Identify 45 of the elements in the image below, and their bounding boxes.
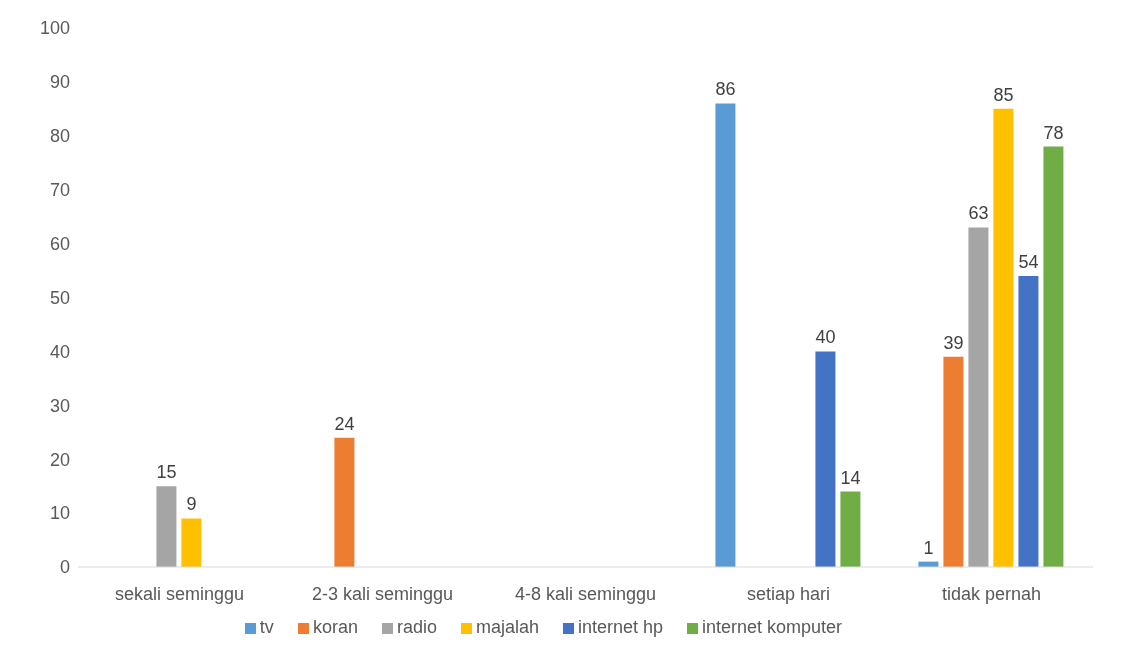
- data-label: 24: [334, 413, 355, 434]
- data-label: 63: [968, 203, 989, 224]
- data-label: 1: [923, 537, 934, 558]
- bar: [715, 103, 736, 567]
- y-tick-label: 70: [49, 180, 70, 201]
- y-tick-label: 100: [39, 18, 70, 39]
- data-label: 54: [1018, 251, 1039, 272]
- bar: [181, 518, 202, 567]
- data-label: 39: [943, 332, 964, 353]
- y-tick-label: 40: [49, 341, 70, 362]
- bar: [1018, 275, 1039, 567]
- bar: [968, 227, 989, 567]
- data-label: 40: [815, 327, 836, 348]
- data-label: 85: [993, 84, 1014, 105]
- y-tick-label: 10: [49, 503, 70, 524]
- y-tick-label: 80: [49, 126, 70, 147]
- bar: [815, 351, 836, 567]
- bar: [943, 356, 964, 567]
- y-tick-label: 50: [49, 287, 70, 308]
- y-tick-label: 90: [49, 72, 70, 93]
- x-tick-label: setiap hari: [746, 583, 831, 604]
- x-tick-label: 2-3 kali seminggu: [311, 583, 454, 604]
- bar: [993, 108, 1014, 567]
- legend-label: internet hp: [577, 617, 664, 637]
- legend-label: koran: [312, 617, 358, 637]
- y-tick-label: 60: [49, 233, 70, 254]
- legend-label: majalah: [475, 617, 539, 637]
- legend-label: tv: [259, 617, 274, 637]
- data-label: 14: [840, 467, 861, 488]
- bar: [1043, 146, 1064, 567]
- x-tick-label: sekali seminggu: [114, 583, 245, 604]
- legend-label: internet komputer: [702, 617, 843, 637]
- data-label: 78: [1043, 122, 1064, 143]
- data-label: 9: [186, 494, 197, 515]
- bar: [334, 437, 355, 567]
- y-tick-label: 20: [49, 449, 70, 470]
- y-tick-label: 30: [49, 395, 70, 416]
- bar: [156, 486, 177, 567]
- x-tick-label: 4-8 kali seminggu: [514, 583, 657, 604]
- y-tick-label: 0: [59, 557, 70, 578]
- legend-label: radio: [396, 617, 437, 637]
- x-tick-label: tidak pernah: [941, 583, 1042, 604]
- data-label: 86: [715, 79, 736, 100]
- data-label: 15: [156, 462, 177, 483]
- bar: [840, 491, 861, 567]
